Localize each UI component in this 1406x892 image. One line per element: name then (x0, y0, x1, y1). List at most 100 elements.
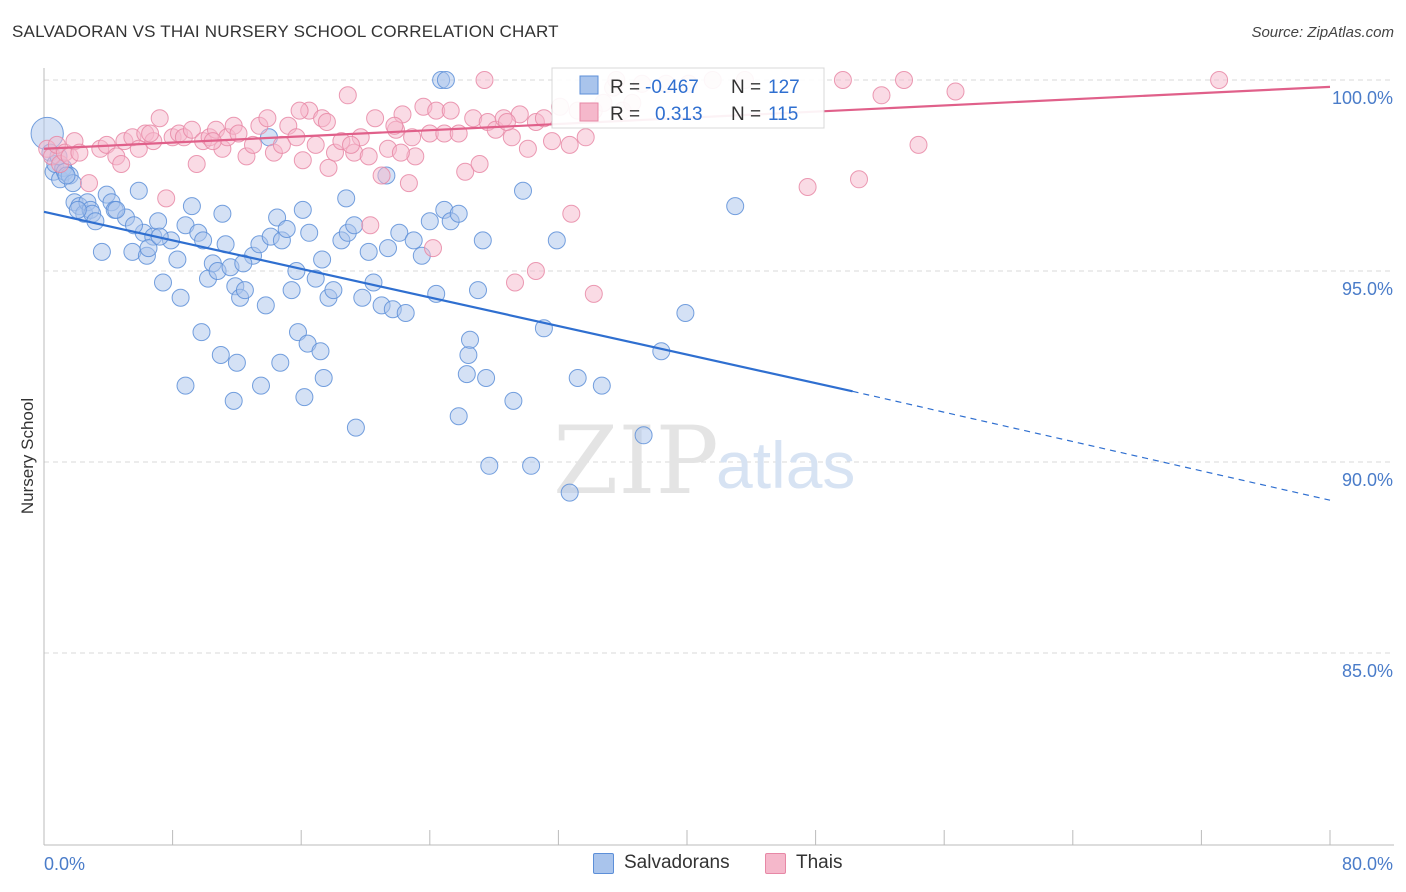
salvadorans-point (560, 483, 579, 502)
salvadorans-point (514, 181, 532, 200)
thais-point (244, 135, 262, 154)
salvadorans-point (227, 353, 246, 372)
thais-point (372, 166, 391, 185)
salvadorans-point (171, 288, 190, 307)
salvadorans-point (364, 273, 383, 292)
watermark-zip: ZIP (553, 407, 719, 516)
salvadorans-point (480, 456, 499, 475)
thais-point (909, 135, 928, 154)
thais-point (475, 71, 494, 89)
thais-point (391, 143, 410, 162)
watermark-atlas: atlas (716, 428, 855, 502)
salvadorans-point (324, 281, 343, 300)
salvadorans-point (211, 346, 230, 364)
grid-lines (44, 79, 1394, 654)
salvadorans-point (461, 330, 479, 349)
salvadorans-point (547, 231, 566, 250)
salvadorans-point (522, 456, 541, 475)
thais-point (833, 71, 852, 89)
thais-point (157, 189, 176, 208)
salvadorans-point (379, 239, 397, 258)
salvadorans-trend-extension (852, 390, 1331, 501)
salvadorans-point (252, 376, 270, 395)
legend-r-label-1: R = (610, 77, 640, 98)
y-tick-label: 85.0% (1342, 661, 1393, 681)
thais-point (317, 113, 336, 131)
thais-point (1210, 71, 1229, 89)
thais-point (338, 86, 357, 105)
salvadorans-point (676, 304, 695, 322)
y-tick-label: 100.0% (1332, 88, 1393, 108)
y-axis-title: Nursery School (18, 398, 37, 514)
thais-point (543, 132, 561, 151)
thais-point (562, 204, 581, 223)
legend-n-value-1: 127 (768, 77, 800, 98)
thais-point (798, 178, 817, 196)
x-tick-label: 0.0% (44, 854, 85, 874)
salvadorans-point (306, 269, 325, 288)
salvadorans-point (277, 220, 296, 238)
thais-point (80, 174, 98, 193)
salvadorans-point (314, 369, 333, 387)
salvadorans-point (337, 189, 356, 208)
correlation-legend: R = -0.467 N = 127 R = 0.313 N = 115 (551, 67, 825, 129)
salvadorans-point (149, 212, 168, 231)
axes (43, 68, 1394, 846)
salvadorans-point (634, 426, 653, 445)
legend-r-value-2: 0.313 (655, 104, 703, 125)
salvadorans-point (92, 242, 111, 261)
salvadorans-point (213, 204, 232, 223)
chart-source: Source: ZipAtlas.com (1251, 24, 1394, 41)
y-tick-label: 90.0% (1342, 470, 1393, 490)
salvadorans-point (271, 353, 290, 372)
salvadorans-point (436, 71, 455, 89)
salvadorans-point (68, 200, 87, 219)
salvadorans-point (313, 250, 332, 269)
salvadorans-point (504, 391, 523, 410)
salvadorans-point (568, 369, 587, 387)
salvadorans-point (256, 296, 275, 315)
salvadorans-swatch (593, 852, 614, 874)
salvadorans-point (346, 418, 365, 437)
salvadorans-trend-line (43, 210, 853, 393)
salvadorans-point (176, 376, 195, 395)
thais-point (441, 101, 460, 120)
legend-item-thais: Thais (765, 852, 842, 874)
salvadorans-point (129, 181, 148, 200)
thais-point (187, 155, 206, 173)
thais-point (470, 155, 489, 173)
legend-label-thais: Thais (796, 852, 843, 873)
thais-point (403, 128, 422, 147)
legend-swatch-salvadorans (579, 75, 599, 95)
salvadorans-point (293, 200, 312, 219)
chart-title: SALVADORAN VS THAI NURSERY SCHOOL CORREL… (12, 22, 559, 41)
legend-r-label-2: R = (610, 104, 640, 125)
salvadorans-point (345, 216, 364, 235)
series-legend: Salvadorans Thais (0, 852, 1406, 878)
thais-point (290, 101, 309, 120)
thais-point (385, 116, 404, 135)
thais-point (319, 158, 338, 177)
salvadorans-point (182, 197, 201, 216)
thais-point (306, 135, 325, 154)
salvadorans-point (194, 231, 213, 250)
salvadorans-point (396, 304, 415, 322)
thais-point (576, 128, 595, 147)
thais-point (141, 124, 160, 143)
thais-point (526, 262, 545, 280)
salvadorans-point (359, 242, 378, 261)
thais-swatch (765, 852, 786, 874)
thais-point (399, 174, 418, 193)
thais-point (293, 151, 312, 170)
salvadorans-point (107, 200, 126, 219)
x-tick-label: 80.0% (1342, 854, 1393, 874)
salvadorans-point (154, 273, 172, 292)
salvadorans-point (168, 250, 187, 269)
thais-point (258, 109, 277, 128)
thais-point (584, 284, 603, 303)
legend-swatch-thais (579, 102, 599, 122)
thais-point (502, 128, 521, 147)
legend-n-label-1: N = (731, 77, 761, 98)
thais-point (361, 216, 380, 235)
